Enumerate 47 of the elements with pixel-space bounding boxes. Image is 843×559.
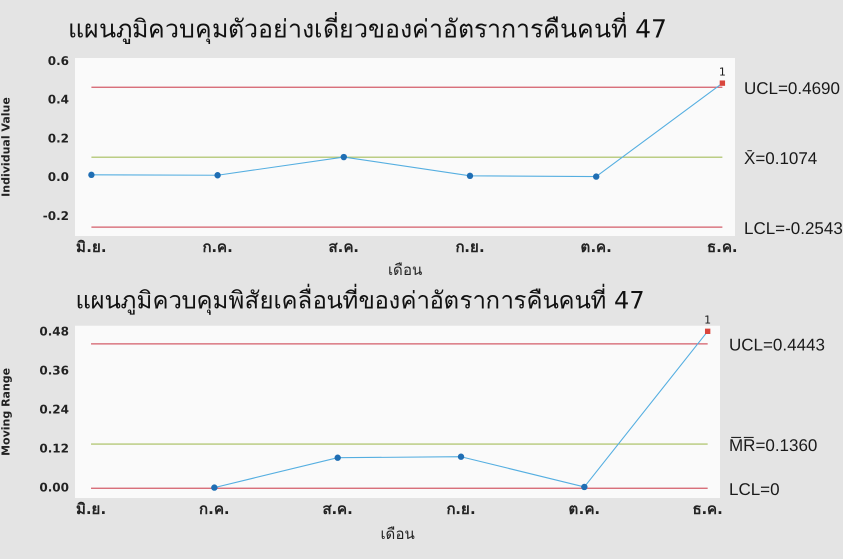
ref-line-label: UCL=0.4690 bbox=[744, 78, 840, 98]
point bbox=[581, 484, 588, 490]
y-tick-label: 0.00 bbox=[39, 480, 69, 494]
y-tick-label: 0.6 bbox=[48, 54, 69, 68]
point bbox=[592, 173, 600, 180]
x-tick-label: ส.ค. bbox=[328, 238, 359, 256]
x-tick-label: ส.ค. bbox=[322, 500, 353, 518]
x-tick-label: มิ.ย. bbox=[76, 500, 106, 518]
point bbox=[466, 172, 474, 180]
y-tick-label: 0.0 bbox=[48, 170, 69, 184]
x-tick-label: มิ.ย. bbox=[76, 238, 107, 256]
y-tick-label: 0.2 bbox=[48, 131, 69, 146]
ref-line-label: M̅R̅=0.1360 bbox=[729, 436, 818, 455]
annotation: 1 bbox=[704, 314, 712, 327]
x-tick-label: ต.ค. bbox=[580, 238, 612, 256]
point bbox=[88, 172, 95, 178]
x-axis-title: เดือน bbox=[380, 524, 414, 543]
y-tick-label: -0.2 bbox=[42, 208, 69, 223]
x-tick-label: ธ.ค. bbox=[692, 500, 723, 518]
chart-title: แผนภูมิควบคุมพิสัยเคลื่อนที่ของค่าอัตราการคืนคนที่ 47 bbox=[75, 284, 645, 316]
annotation: 1 bbox=[718, 66, 726, 79]
chart-title: แผนภูมิควบคุมตัวอย่างเดี่ยวของค่าอัตราการคืนคนที่ 47 bbox=[68, 12, 667, 44]
x-tick-label: ธ.ค. bbox=[707, 238, 738, 256]
y-axis-title: Individual Value bbox=[0, 97, 12, 197]
point bbox=[704, 328, 710, 334]
ref-line-label: LCL=-0.2543 bbox=[744, 218, 843, 238]
x-tick-label: ก.ค. bbox=[199, 500, 230, 518]
point bbox=[334, 454, 341, 461]
ref-line-label: UCL=0.4443 bbox=[729, 336, 825, 355]
point bbox=[214, 172, 221, 178]
y-tick-label: 0.12 bbox=[39, 441, 69, 456]
x-tick-label: ก.ย. bbox=[446, 500, 476, 518]
x-tick-label: ต.ค. bbox=[568, 500, 600, 518]
x-axis-title: เดือน bbox=[388, 260, 422, 279]
x-tick-label: ก.ค. bbox=[202, 238, 233, 256]
y-tick-label: 0.24 bbox=[39, 402, 69, 416]
x-tick-label: ก.ย. bbox=[455, 238, 485, 256]
point bbox=[720, 80, 726, 86]
ref-line-label: X̄=0.1074 bbox=[744, 148, 818, 168]
point bbox=[458, 454, 464, 460]
ref-line-label: LCL=0 bbox=[729, 480, 780, 499]
y-tick-label: 0.36 bbox=[39, 363, 69, 378]
point bbox=[340, 154, 347, 160]
y-tick-label: 0.48 bbox=[39, 324, 69, 338]
y-tick-label: 0.4 bbox=[48, 92, 69, 107]
point bbox=[211, 484, 218, 491]
y-axis-title: Moving Range bbox=[0, 368, 12, 456]
